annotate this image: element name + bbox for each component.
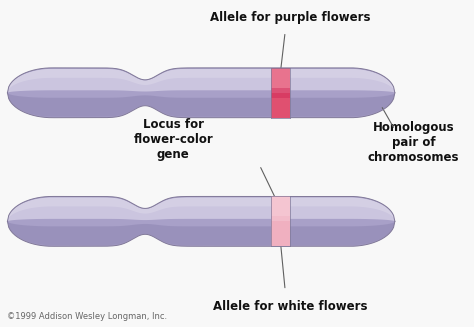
Text: ©1999 Addison Wesley Longman, Inc.: ©1999 Addison Wesley Longman, Inc. [8, 312, 168, 321]
Polygon shape [8, 197, 395, 246]
Polygon shape [8, 198, 395, 221]
Polygon shape [271, 69, 290, 93]
Polygon shape [8, 69, 395, 93]
Text: Allele for white flowers: Allele for white flowers [213, 300, 367, 313]
Polygon shape [271, 88, 290, 98]
Polygon shape [271, 198, 290, 221]
Polygon shape [8, 198, 395, 221]
Text: Allele for purple flowers: Allele for purple flowers [210, 11, 370, 24]
Text: Homologous
pair of
chromosomes: Homologous pair of chromosomes [368, 121, 459, 164]
Polygon shape [8, 221, 395, 245]
Polygon shape [271, 197, 290, 246]
Polygon shape [8, 69, 395, 93]
Polygon shape [271, 68, 290, 118]
Text: Locus for
flower-color
gene: Locus for flower-color gene [133, 118, 213, 161]
Polygon shape [8, 68, 395, 118]
Polygon shape [8, 93, 395, 117]
Polygon shape [271, 216, 290, 226]
